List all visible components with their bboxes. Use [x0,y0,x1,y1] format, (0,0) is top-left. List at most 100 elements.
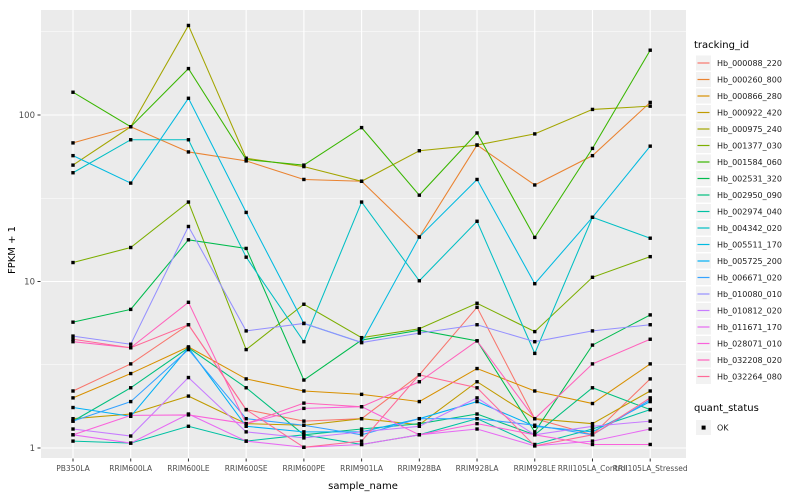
legend-label: Hb_028071_010 [717,340,782,349]
series-points-Hb_032264_080 [71,323,652,449]
data-point [590,215,595,219]
data-point [590,386,595,390]
data-point [475,305,479,309]
data-point [244,424,248,428]
data-point [475,380,479,384]
data-point [417,279,422,283]
legend-item-Hb_000260_800: Hb_000260_800 [696,72,782,87]
legend-label: Hb_000088_220 [717,59,782,68]
legend-label: Hb_032208_020 [717,356,782,365]
data-point [129,346,133,350]
data-point [186,96,191,100]
legend-item-Hb_000922_420: Hb_000922_420 [696,105,782,120]
data-point [648,104,652,108]
data-point [359,392,364,397]
data-point [475,219,479,223]
data-point [533,430,537,434]
legend-label: Hb_001584_060 [717,158,782,167]
data-point [71,90,75,94]
data-point [648,427,652,431]
data-point [533,329,537,334]
series-points-Hb_010812_020 [71,375,652,440]
data-point [417,433,422,437]
data-point [475,177,479,182]
x-tick-label: RRIM600SE [225,464,268,473]
data-point [186,375,191,380]
data-point [417,421,422,426]
data-point [302,378,306,382]
data-point [129,434,133,438]
legend-item-Hb_001584_060: Hb_001584_060 [696,154,782,170]
data-point [302,406,306,411]
data-point [359,125,364,130]
data-point [71,337,75,341]
data-point [417,373,422,377]
x-tick-label: RRIM928BA [397,464,442,473]
y-tick-label: 10 [24,278,35,288]
data-point [648,389,652,393]
legend-item-Hb_032208_020: Hb_032208_020 [696,352,782,368]
data-point [302,321,306,326]
data-point [359,179,364,183]
data-point [129,342,133,346]
data-point [186,138,191,142]
legend-label: Hb_005511_170 [717,241,782,250]
data-point [417,416,422,421]
legend-item-Hb_005511_170: Hb_005511_170 [696,237,782,252]
data-point [186,66,191,71]
data-point [129,413,133,418]
legend-label: Hb_000260_800 [717,76,782,85]
legend-title-quant-status: quant_status [694,403,759,414]
data-point [129,181,133,185]
data-point [417,149,422,153]
data-point [359,430,364,434]
data-point [302,339,306,344]
data-point [648,377,652,381]
data-point [302,433,306,437]
data-point [475,399,479,404]
data-point [302,423,306,427]
data-point [129,362,133,366]
data-point [417,380,422,384]
data-point [129,138,133,142]
data-point [590,424,595,428]
legend-label: Hb_000975_240 [717,125,782,134]
data-point [590,275,595,279]
legend-item-Hb_005725_200: Hb_005725_200 [696,253,782,269]
data-point [359,405,364,409]
data-point [359,340,364,345]
data-point [244,210,248,215]
data-point [71,141,75,145]
data-point [533,282,537,286]
legend-label: Hb_002974_040 [717,208,782,217]
data-point [590,343,595,347]
data-point [648,337,652,341]
data-point [71,427,75,431]
legend-item-Hb_011671_170: Hb_011671_170 [696,319,782,335]
legend-item-Hb_032264_080: Hb_032264_080 [696,369,782,384]
x-tick-label: RRIM901LA [340,464,384,473]
data-point [359,442,364,447]
data-point [71,405,75,410]
data-point [129,245,133,250]
data-point [417,424,422,428]
data-point [71,416,75,421]
legend-item-Hb_010812_020: Hb_010812_020 [696,303,782,318]
data-point [71,389,75,393]
data-point [186,323,191,327]
data-point [475,421,479,426]
data-point [302,430,306,434]
data-point [359,338,364,342]
x-tick-label: PB350LA [56,464,90,473]
data-point [475,386,479,390]
data-point [475,412,479,416]
data-point [417,328,422,332]
data-point [71,439,75,443]
legend-item-Hb_001377_030: Hb_001377_030 [696,138,782,153]
data-point [359,427,364,431]
data-point [590,427,595,431]
data-point [244,255,248,259]
data-point [302,419,306,423]
data-point [533,389,537,393]
